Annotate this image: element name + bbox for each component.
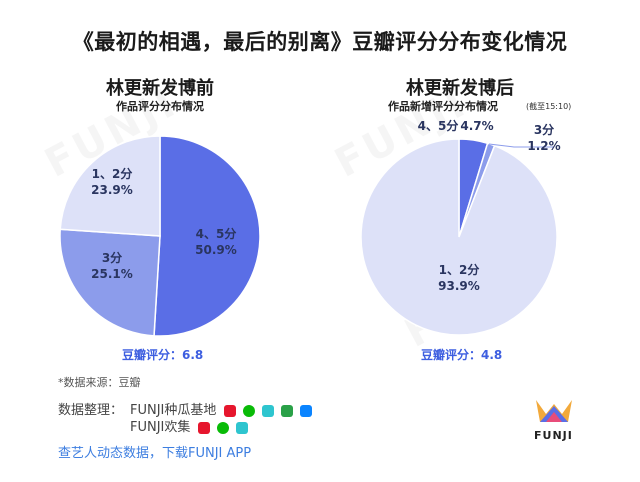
right-panel-title: 林更新发博后 — [406, 78, 514, 99]
bilibili-icon[interactable] — [235, 421, 248, 434]
slice-value-0-2: 23.9% — [91, 183, 133, 197]
right-panel-subtitle: 作品新增评分分布情况 — [388, 100, 498, 113]
credit-name-2: FUNJI欢集 — [130, 420, 191, 435]
credit-line-2: FUNJI欢集 — [130, 416, 248, 435]
slice-value-0-1: 25.1% — [91, 267, 133, 281]
right-douban-score: 豆瓣评分：4.8 — [421, 348, 503, 362]
page-title: 《最初的相遇，最后的别离》豆瓣评分分布变化情况 — [72, 30, 568, 54]
slice-label-1-1: 3分 — [534, 122, 554, 137]
wechat-icon[interactable] — [216, 421, 229, 434]
slice-label-1-0: 4、5分 — [418, 118, 459, 133]
credit-label: 数据整理： — [58, 403, 124, 418]
slice-label-0-2: 1、2分 — [92, 166, 133, 181]
funji-logo-icon — [536, 400, 572, 422]
douban-icon[interactable] — [280, 404, 293, 417]
right-panel-note: (截至15:10) — [526, 102, 572, 111]
weibo-icon[interactable] — [223, 404, 236, 417]
wechat-icon[interactable] — [242, 404, 255, 417]
credit-line-1: FUNJI种瓜基地 — [130, 399, 313, 418]
slice-label-0-1: 3分 — [102, 250, 122, 265]
credit-name-1: FUNJI种瓜基地 — [130, 403, 217, 418]
slice-label-1-2: 1、2分 — [439, 262, 480, 277]
slice-value-1-0: 4.7% — [460, 119, 493, 133]
download-cta-link[interactable]: 查艺人动态数据，下载FUNJI APP — [58, 446, 252, 461]
pie-slice-0-2 — [59, 135, 161, 237]
slice-value-1-1: 1.2% — [527, 139, 560, 153]
pie-slice-1-2 — [360, 138, 558, 336]
slice-value-1-2: 93.9% — [438, 279, 480, 293]
bilibili-icon[interactable] — [261, 404, 274, 417]
left-panel-title: 林更新发博前 — [106, 78, 214, 99]
zhihu-icon[interactable] — [300, 404, 313, 417]
slice-value-0-0: 50.9% — [195, 243, 237, 257]
weibo-icon[interactable] — [197, 421, 210, 434]
left-douban-score: 豆瓣评分：6.8 — [122, 348, 204, 362]
pie-slice-0-0 — [153, 135, 261, 337]
slice-label-0-0: 4、5分 — [196, 226, 237, 241]
left-panel-subtitle: 作品评分分布情况 — [116, 100, 204, 113]
brand-name: FUNJI — [534, 429, 573, 442]
pie-slice-0-1 — [59, 228, 161, 337]
leader-line — [488, 143, 554, 148]
data-source: *数据来源：豆瓣 — [58, 376, 141, 389]
